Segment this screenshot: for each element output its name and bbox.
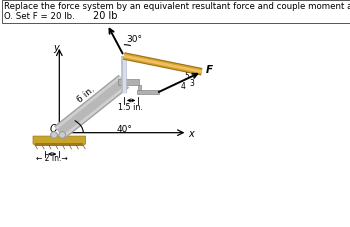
Text: Replace the force system by an equivalent resultant force and couple moment at p: Replace the force system by an equivalen… — [4, 2, 350, 21]
Text: O: O — [50, 124, 57, 134]
Text: y: y — [53, 43, 58, 53]
Polygon shape — [137, 90, 159, 94]
Text: 4: 4 — [181, 82, 186, 91]
Polygon shape — [138, 85, 141, 90]
Text: 20 lb: 20 lb — [92, 11, 117, 21]
Circle shape — [50, 132, 58, 138]
Text: 5: 5 — [184, 72, 189, 81]
Polygon shape — [35, 143, 83, 146]
Text: 3: 3 — [190, 79, 195, 88]
Text: 30°: 30° — [126, 35, 142, 44]
Circle shape — [52, 133, 56, 137]
Polygon shape — [33, 136, 86, 146]
Text: 6 in.: 6 in. — [75, 84, 96, 104]
Circle shape — [58, 132, 66, 138]
Text: x: x — [188, 129, 194, 139]
Circle shape — [60, 133, 64, 137]
Text: 1.5 in.: 1.5 in. — [118, 103, 143, 112]
Polygon shape — [118, 79, 140, 85]
Text: F: F — [205, 65, 212, 75]
Text: 40°: 40° — [117, 125, 133, 134]
Text: ← 2 in.→: ← 2 in.→ — [36, 154, 68, 163]
